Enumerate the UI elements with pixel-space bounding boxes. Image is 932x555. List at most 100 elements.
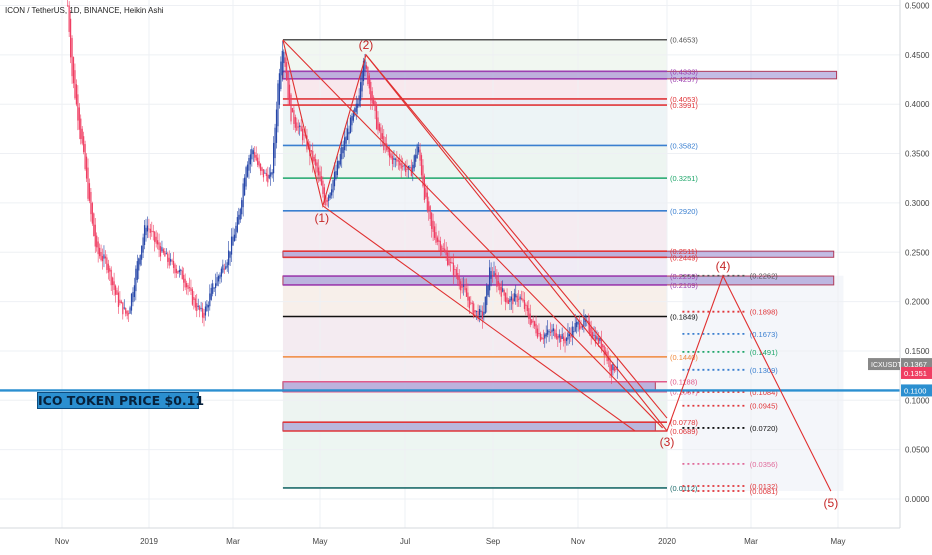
candle-body xyxy=(284,57,286,67)
candle-body xyxy=(258,161,260,167)
candle-body xyxy=(113,281,115,290)
candle-body xyxy=(312,150,314,163)
candle-body xyxy=(345,136,347,144)
time-tick-label: 2020 xyxy=(658,537,676,546)
candle-body xyxy=(422,165,424,187)
fib-level-label: (0.3582) xyxy=(670,141,698,150)
candle-body xyxy=(91,203,93,224)
candle-body xyxy=(94,224,96,247)
candle-body xyxy=(90,192,92,215)
candle-body xyxy=(249,154,252,165)
candle-body xyxy=(315,159,317,166)
candle-body xyxy=(570,335,572,338)
candle-body xyxy=(563,336,565,341)
candle-body xyxy=(97,241,99,255)
candle-body xyxy=(255,154,257,161)
candle-body xyxy=(122,302,124,315)
candle-body xyxy=(101,256,104,262)
candle-body xyxy=(320,176,323,186)
projection-label: (0.1898) xyxy=(750,308,778,317)
candle-body xyxy=(139,254,141,265)
fib-zone xyxy=(282,276,667,285)
candle-body xyxy=(159,246,162,257)
candle-body xyxy=(183,274,185,283)
candle-body xyxy=(439,240,441,251)
candle-body xyxy=(441,245,443,251)
candle-body xyxy=(265,172,267,177)
candle-body xyxy=(471,302,473,305)
candle-body xyxy=(288,84,291,105)
candle-body xyxy=(534,321,536,327)
fib-level-label: (0.2169) xyxy=(670,281,698,290)
candle-body xyxy=(283,51,285,64)
candle-body xyxy=(362,60,365,82)
price-badge-label: 0.1100 xyxy=(904,386,926,395)
candle-body xyxy=(326,200,328,202)
candle-body xyxy=(476,310,478,312)
candle-body xyxy=(335,171,337,180)
ico-price-label[interactable]: ICO TOKEN PRICE $0.11 xyxy=(37,392,205,409)
fib-level-label: (0.1849) xyxy=(670,313,698,322)
candles-layer xyxy=(67,0,618,385)
grid-layer xyxy=(0,0,900,528)
candle-body xyxy=(268,174,270,179)
candle-body xyxy=(133,285,136,298)
fib-zone xyxy=(282,430,667,488)
fib-level-label: (0.3991) xyxy=(670,101,698,110)
candle-body xyxy=(233,234,236,242)
candle-body xyxy=(394,158,397,160)
candle-body xyxy=(77,94,79,121)
candle-body xyxy=(613,366,615,372)
candle-body xyxy=(177,270,179,274)
candle-body xyxy=(220,268,223,277)
candle-body xyxy=(370,81,372,101)
price-tick-label: 0.3000 xyxy=(905,199,930,208)
candle-body xyxy=(278,73,281,105)
candle-body xyxy=(151,230,153,232)
candle-body xyxy=(341,147,343,160)
candle-body xyxy=(516,295,518,302)
candle-body xyxy=(432,220,434,232)
price-tick-label: 0.1000 xyxy=(905,396,930,405)
candle-body xyxy=(246,164,249,177)
candle-body xyxy=(71,38,73,77)
candle-body xyxy=(193,296,195,301)
candle-body xyxy=(164,251,166,257)
candle-body xyxy=(325,195,327,206)
candle-body xyxy=(402,165,404,167)
candle-body xyxy=(470,302,472,304)
candle-body xyxy=(339,154,341,165)
candle-body xyxy=(136,261,138,280)
candle-body xyxy=(503,289,505,296)
candle-body xyxy=(487,285,489,296)
candle-body xyxy=(464,286,466,291)
candle-body xyxy=(541,337,543,340)
time-axis-bg xyxy=(0,528,900,550)
fib-level-label: (0.4257) xyxy=(670,75,698,84)
candle-body xyxy=(271,172,273,175)
candle-body xyxy=(505,292,507,303)
candle-body xyxy=(425,187,427,198)
candle-body xyxy=(236,217,238,232)
candle-body xyxy=(580,326,582,329)
candle-body xyxy=(539,333,542,341)
candle-body xyxy=(174,264,176,274)
price-tick-label: 0.0500 xyxy=(905,446,930,455)
candle-body xyxy=(152,231,154,233)
candle-body xyxy=(413,155,415,169)
candle-body xyxy=(280,61,282,90)
candle-body xyxy=(593,334,595,336)
candle-body xyxy=(187,285,189,290)
candle-body xyxy=(474,310,476,313)
candle-body xyxy=(455,269,457,277)
candle-body xyxy=(72,57,75,84)
candle-body xyxy=(387,146,389,153)
price-tick-label: 0.4500 xyxy=(905,51,930,60)
wave-label: (3) xyxy=(660,435,675,449)
candle-body xyxy=(444,248,446,252)
candle-body xyxy=(154,231,156,242)
candle-body xyxy=(201,308,204,318)
candle-body xyxy=(560,335,562,343)
candle-body xyxy=(130,293,133,311)
